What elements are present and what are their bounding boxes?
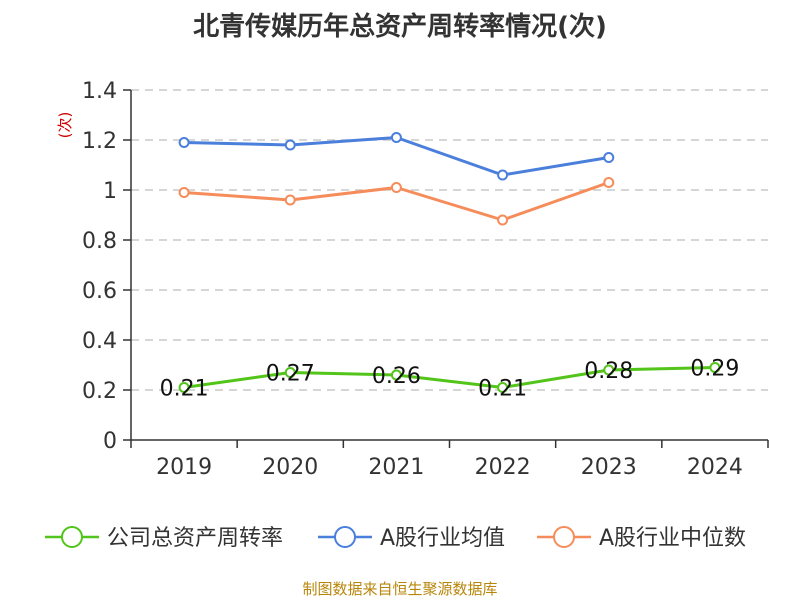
chart-title: 北青传媒历年总资产周转率情况(次) — [193, 11, 607, 42]
x-tick-label: 2024 — [687, 455, 743, 480]
x-tick-label: 2020 — [262, 455, 318, 480]
legend: 公司总资产周转率 A股行业均值 A股行业中位数 — [45, 526, 746, 551]
data-point — [178, 382, 190, 393]
data-point — [390, 182, 402, 193]
data-label: 0.26 — [372, 364, 421, 389]
source-note: 制图数据来自恒生聚源数据库 — [302, 580, 497, 598]
data-label: 0.27 — [266, 362, 315, 387]
data-point — [497, 382, 509, 393]
data-point — [603, 364, 615, 376]
y-tick-label: 1.4 — [82, 79, 117, 104]
data-label: 0.29 — [690, 357, 739, 382]
y-tick-label: 0.8 — [82, 229, 117, 254]
y-tick-label: 0.6 — [82, 279, 117, 304]
data-point — [178, 137, 190, 148]
axes: 0 0.2 0.4 0.6 0.8 1 1.2 1.4 2019 2020 2021 2022 2023… — [82, 79, 769, 480]
y-tick-label: 0.2 — [82, 379, 117, 404]
legend-marker — [61, 526, 83, 548]
legend-marker — [553, 526, 575, 548]
data-point — [390, 369, 402, 381]
x-tick-label: 2023 — [581, 455, 637, 480]
data-label: 0.21 — [478, 377, 527, 402]
data-point — [497, 214, 509, 226]
y-tick-label: 0 — [103, 429, 117, 454]
data-point — [284, 139, 296, 151]
y-tick-label: 0.4 — [82, 329, 117, 354]
x-tick-label: 2021 — [368, 455, 424, 480]
data-point — [284, 367, 296, 378]
y-tick-label: 1.2 — [82, 129, 117, 154]
data-point — [284, 194, 296, 206]
data-point — [603, 177, 615, 188]
data-point — [390, 132, 402, 143]
legend-label: A股行业均值 — [380, 526, 505, 551]
x-tick-label: 2019 — [156, 455, 212, 480]
gridlines — [131, 89, 768, 391]
data-point — [178, 187, 190, 198]
data-labels: 0.21 0.27 0.26 0.21 0.28 0.29 — [160, 357, 740, 402]
data-point — [497, 169, 509, 181]
legend-label: 公司总资产周转率 — [107, 526, 283, 551]
legend-label: A股行业中位数 — [599, 526, 746, 551]
data-point — [603, 152, 615, 163]
legend-marker — [334, 526, 356, 548]
x-tick-label: 2022 — [475, 455, 531, 480]
data-label: 0.21 — [160, 377, 209, 402]
series-line-0 — [183, 366, 715, 389]
y-tick-label: 1 — [103, 179, 117, 204]
series-lines — [178, 132, 721, 393]
series-line-1 — [184, 136, 609, 177]
data-label: 0.28 — [584, 359, 633, 384]
data-point — [709, 362, 721, 373]
y-axis-unit-label: (次) — [56, 112, 74, 139]
